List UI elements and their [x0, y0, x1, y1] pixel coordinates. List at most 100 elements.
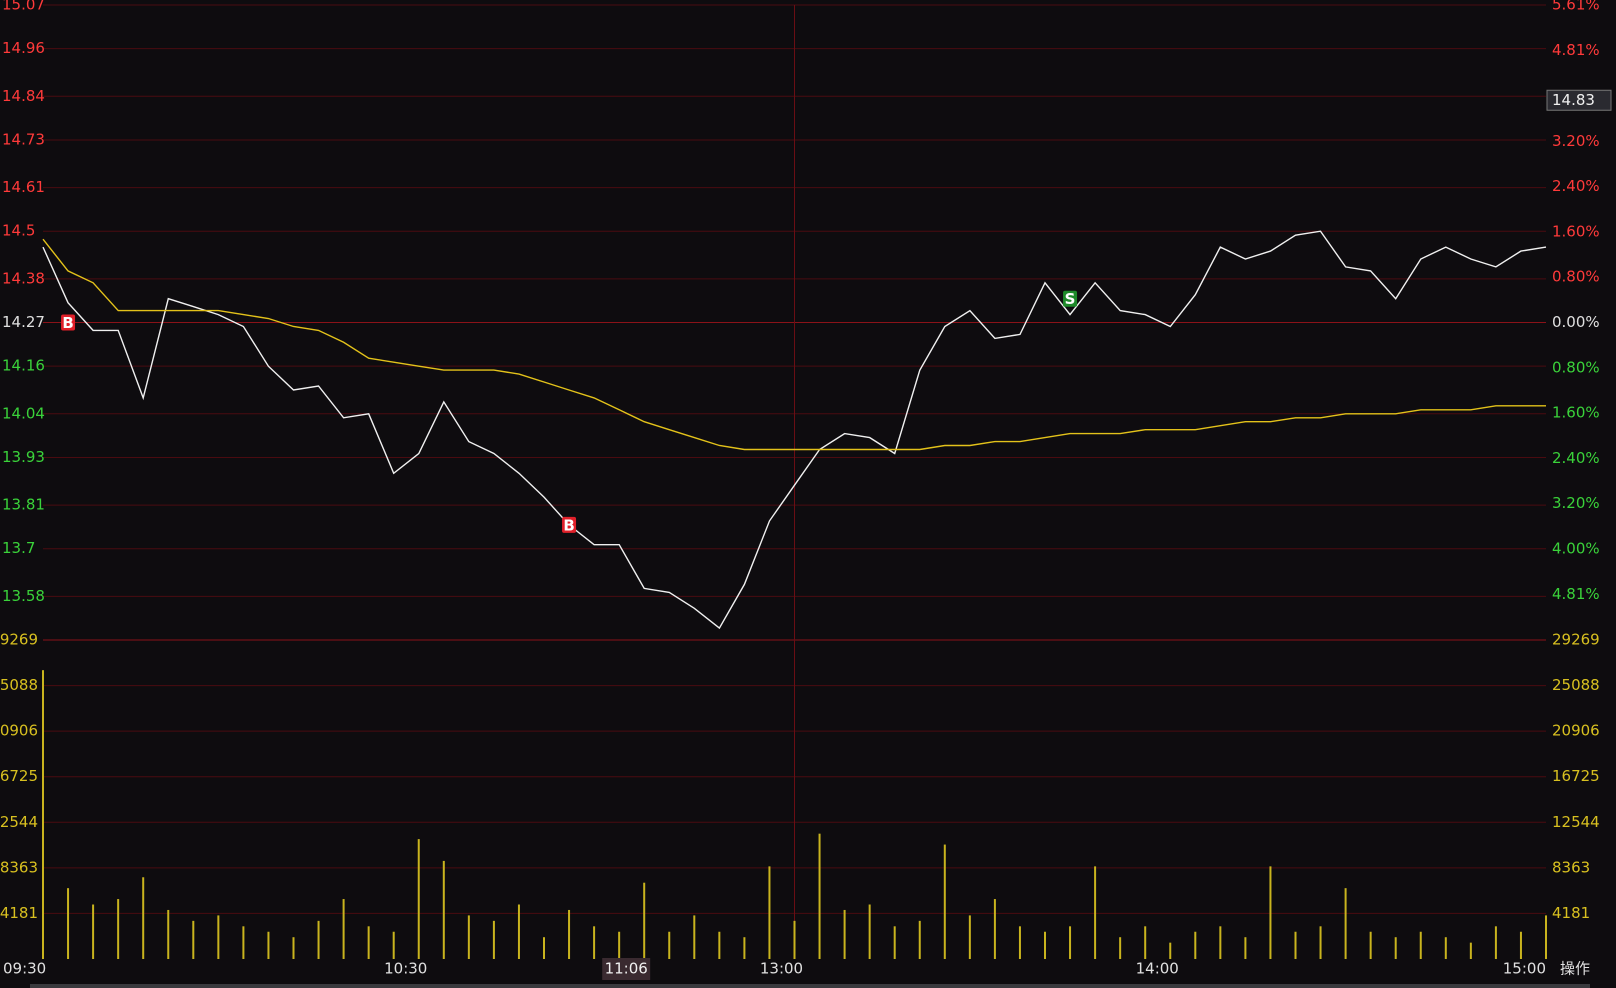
- volume-tick-label: 4181: [1552, 904, 1590, 922]
- y-tick-label: 14.61: [2, 178, 45, 196]
- volume-bar: [1469, 942, 1472, 959]
- volume-bar: [1319, 926, 1322, 959]
- volume-bar: [67, 888, 70, 959]
- volume-bar: [943, 844, 946, 959]
- volume-tick-label: 25088: [0, 676, 38, 694]
- volume-bar: [267, 931, 270, 959]
- trade-marker: [61, 314, 76, 331]
- volume-bar: [743, 937, 746, 959]
- cursor-price-label: 14.83: [1552, 91, 1595, 109]
- volume-bar: [1294, 931, 1297, 959]
- volume-tick-label: 29269: [0, 631, 38, 649]
- volume-tick-label: 29269: [1552, 631, 1600, 649]
- cursor-price-box: [1546, 89, 1612, 111]
- volume-tick-label: 16725: [0, 767, 38, 785]
- volume-tick-label: 4181: [0, 904, 38, 922]
- volume-bar: [593, 926, 596, 959]
- volume-bar: [492, 920, 495, 959]
- volume-bar: [1444, 937, 1447, 959]
- volume-tick-label: 12544: [0, 813, 38, 831]
- y-tick-label: 14.73: [2, 130, 45, 148]
- cursor-time-label: 11:06: [605, 960, 648, 978]
- y2-tick-label: 0.80%: [1552, 268, 1600, 286]
- y-tick-label: 15.07: [2, 0, 45, 14]
- y2-tick-label: 5.61%: [1552, 0, 1600, 14]
- volume-bar: [1194, 931, 1197, 959]
- volume-bar: [517, 904, 520, 959]
- volume-bar: [1369, 931, 1372, 959]
- x-tick-label: 13:00: [760, 960, 803, 978]
- trade-marker-label: B: [563, 516, 574, 534]
- y2-tick-label: 0.80%: [1552, 358, 1600, 376]
- y2-tick-label: 4.00%: [1552, 539, 1600, 557]
- volume-bar: [568, 909, 571, 959]
- volume-bar: [42, 670, 44, 959]
- trade-marker: [562, 516, 577, 533]
- y-tick-label: 14.38: [2, 269, 45, 287]
- volume-bar: [342, 899, 345, 959]
- volume-bar: [543, 937, 545, 959]
- volume-bar: [142, 877, 145, 959]
- x-tick-label: 10:30: [384, 960, 427, 978]
- volume-bar: [1144, 926, 1147, 959]
- volume-bar: [868, 904, 871, 959]
- volume-bar: [1269, 866, 1272, 959]
- volume-bar: [467, 915, 470, 959]
- volume-tick-label: 8363: [1552, 858, 1590, 876]
- volume-bar: [1018, 926, 1021, 959]
- volume-bar: [968, 915, 971, 959]
- volume-bar: [693, 915, 696, 959]
- y2-tick-label: 3.20%: [1552, 494, 1600, 512]
- volume-bar: [1044, 931, 1046, 959]
- volume-bar: [1119, 937, 1122, 959]
- volume-bar: [367, 926, 370, 959]
- action-button[interactable]: 操作: [1560, 960, 1590, 978]
- y2-tick-label: 1.60%: [1552, 222, 1600, 240]
- volume-bar: [117, 899, 120, 959]
- y-tick-label: 14.16: [2, 357, 45, 375]
- volume-bar: [167, 909, 170, 959]
- volume-bar: [192, 920, 195, 959]
- volume-bar: [1494, 926, 1497, 959]
- price-line: [42, 230, 1547, 630]
- volume-bar: [668, 931, 671, 959]
- volume-bar: [618, 931, 621, 959]
- volume-bar: [1094, 866, 1097, 959]
- volume-bar: [1394, 937, 1397, 959]
- volume-bar: [918, 920, 921, 959]
- volume-bar: [217, 915, 220, 959]
- volume-tick-label: 20906: [0, 722, 38, 740]
- volume-tick-label: 8363: [0, 858, 38, 876]
- volume-bar: [1219, 926, 1222, 959]
- volume-bar: [242, 926, 245, 959]
- y2-tick-label: 2.40%: [1552, 449, 1600, 467]
- trade-marker: [1063, 290, 1078, 307]
- average-line: [42, 238, 1546, 451]
- y2-tick-label: 4.81%: [1552, 41, 1600, 59]
- x-tick-label: 15:00: [1503, 960, 1546, 978]
- volume-bar: [893, 926, 896, 959]
- y2-tick-label: 2.40%: [1552, 177, 1600, 195]
- volume-bar: [92, 904, 95, 959]
- volume-bar: [793, 920, 796, 959]
- volume-bar: [1519, 931, 1522, 959]
- volume-bar: [417, 839, 420, 959]
- volume-bar: [1244, 937, 1247, 959]
- volume-bar: [292, 937, 295, 959]
- y-tick-label: 14.5: [2, 222, 35, 240]
- volume-tick-label: 16725: [1552, 767, 1600, 785]
- volume-bar: [442, 860, 445, 959]
- volume-bar: [1545, 915, 1547, 959]
- volume-bar: [1069, 926, 1072, 959]
- volume-bar: [1169, 942, 1172, 959]
- volume-bar: [1344, 888, 1347, 959]
- trade-marker-label: B: [62, 314, 73, 332]
- volume-tick-label: 25088: [1552, 676, 1600, 694]
- volume-bar: [718, 931, 721, 959]
- trade-marker-label: S: [1065, 290, 1076, 308]
- volume-tick-label: 20906: [1552, 722, 1600, 740]
- volume-bar: [317, 920, 320, 959]
- scroll-strip: [30, 984, 1590, 988]
